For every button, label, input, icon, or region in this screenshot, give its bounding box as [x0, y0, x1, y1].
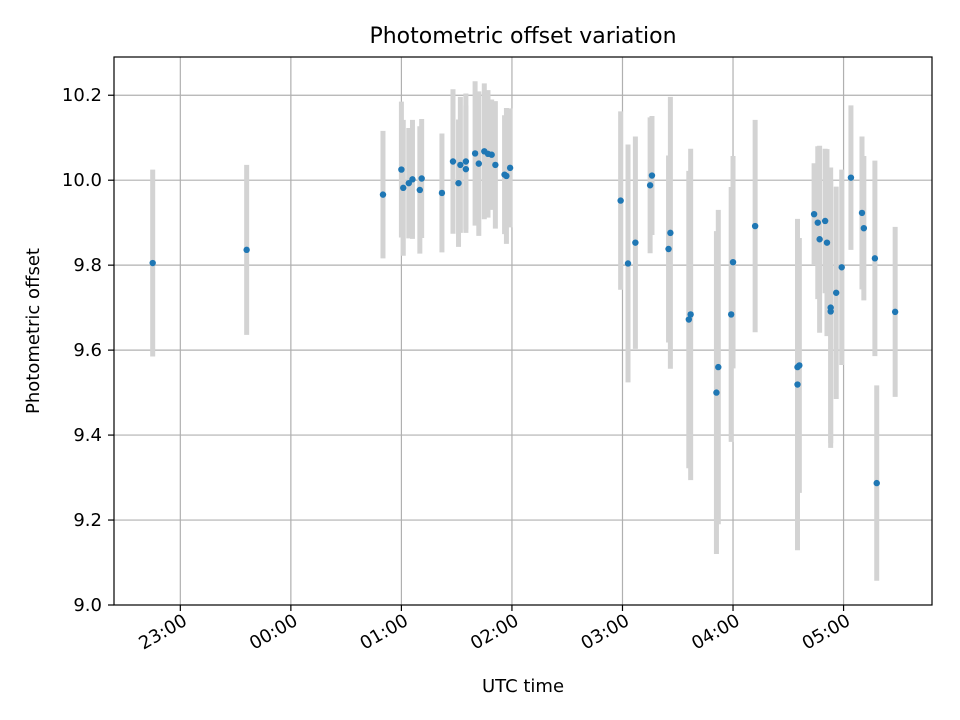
data-point	[149, 259, 156, 267]
y-tick-label: 10.0	[62, 170, 102, 191]
data-point	[632, 239, 639, 246]
data-point	[462, 165, 470, 173]
data-point	[449, 158, 457, 165]
x-axis-label: UTC time	[482, 676, 564, 697]
data-point	[665, 245, 672, 253]
data-point	[243, 246, 250, 254]
data-point	[617, 197, 624, 204]
data-point	[409, 176, 416, 183]
data-point	[847, 174, 855, 181]
y-tick-label: 9.6	[73, 340, 102, 361]
data-point	[891, 308, 899, 316]
data-point	[457, 161, 464, 169]
data-point	[646, 182, 654, 189]
data-point	[823, 239, 831, 246]
data-point	[821, 217, 829, 225]
y-tick-label: 10.2	[62, 85, 102, 106]
chart-title: Photometric offset variation	[369, 24, 676, 49]
data-point	[667, 229, 674, 237]
data-point	[416, 186, 424, 194]
data-point	[832, 289, 840, 296]
data-point	[475, 160, 482, 167]
data-point	[751, 222, 759, 230]
data-point	[624, 260, 632, 267]
y-tick-label: 9.0	[73, 595, 102, 616]
data-point	[838, 264, 845, 271]
data-point	[873, 479, 880, 487]
data-point	[729, 258, 737, 266]
data-point	[462, 158, 470, 165]
data-point	[814, 219, 821, 226]
data-point	[816, 236, 823, 243]
data-point	[492, 161, 499, 169]
data-point	[858, 209, 866, 217]
data-point	[488, 151, 495, 158]
y-tick-label: 9.8	[73, 255, 102, 276]
data-point	[455, 179, 462, 187]
data-point	[687, 311, 694, 318]
data-point	[398, 166, 405, 173]
data-point	[827, 308, 834, 315]
data-point	[648, 172, 656, 179]
data-point	[871, 255, 879, 262]
data-point	[794, 381, 801, 388]
data-point	[418, 175, 425, 182]
data-point	[810, 210, 818, 218]
data-point	[796, 362, 803, 369]
data-point	[379, 191, 387, 198]
point-layer	[149, 148, 899, 487]
data-point	[400, 184, 407, 192]
y-tick-label: 9.2	[73, 510, 102, 531]
plot-frame	[113, 56, 933, 606]
data-point	[727, 311, 735, 318]
data-point	[685, 316, 693, 323]
data-point	[506, 164, 514, 172]
data-point	[438, 189, 446, 197]
y-axis-label: Photometric offset	[23, 248, 44, 414]
data-point	[713, 389, 720, 396]
data-point	[860, 224, 868, 232]
y-tick-label: 9.4	[73, 425, 102, 446]
data-point	[715, 363, 722, 371]
data-point	[471, 150, 479, 157]
data-point	[503, 172, 510, 180]
